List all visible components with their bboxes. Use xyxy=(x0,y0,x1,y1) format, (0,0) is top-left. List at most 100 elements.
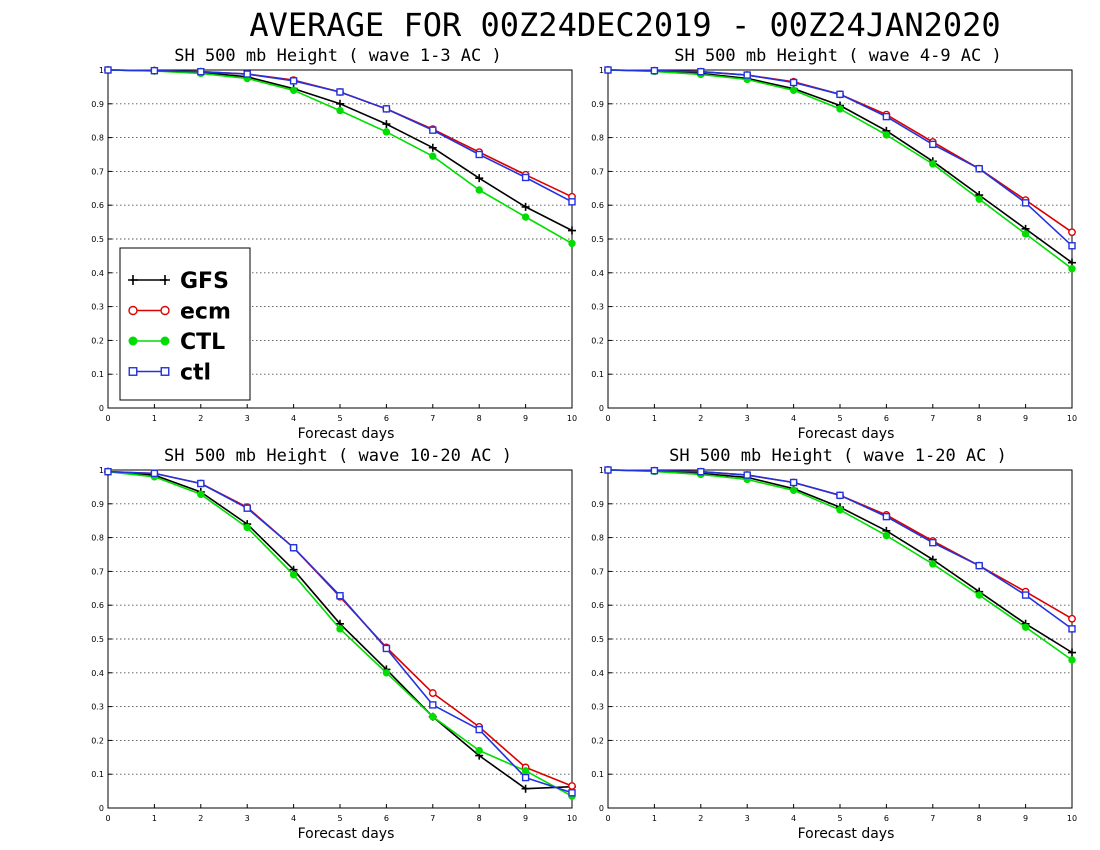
data-point-ctl xyxy=(336,88,344,96)
data-point-ctl xyxy=(882,531,891,540)
y-tick-label: 0.6 xyxy=(591,601,604,610)
x-tick-label: 5 xyxy=(837,814,842,823)
x-tick-label: 0 xyxy=(105,414,110,423)
panel-title: SH 500 mb Height ( wave 1-20 AC ) xyxy=(669,446,1007,466)
x-axis-label: Forecast days xyxy=(298,826,395,842)
data-point-gfs xyxy=(521,202,530,211)
y-tick-label: 1 xyxy=(599,466,604,475)
x-tick-label: 9 xyxy=(523,414,528,423)
data-point-ctl xyxy=(475,746,483,755)
data-point-ctl xyxy=(150,469,159,478)
x-tick-label: 1 xyxy=(652,814,657,823)
y-tick-label: 0.2 xyxy=(591,736,604,745)
data-point-ctl xyxy=(243,70,251,78)
plot-frame xyxy=(607,469,1073,809)
legend-label: CTL xyxy=(180,330,225,355)
data-point-ctl xyxy=(289,77,298,85)
legend-label: ctl xyxy=(180,361,211,386)
y-tick-label: 0.1 xyxy=(591,370,604,379)
y-tick-label: 0.5 xyxy=(591,235,604,244)
data-point-gfs xyxy=(428,143,437,152)
y-tick-label: 1 xyxy=(99,66,104,75)
x-tick-label: 8 xyxy=(977,814,982,823)
data-point-ctl xyxy=(789,486,798,494)
data-point-ctl xyxy=(475,725,483,734)
data-point-ctl xyxy=(743,471,751,479)
data-point-ecm xyxy=(568,782,576,790)
data-point-ctl xyxy=(382,105,391,113)
plot-frame xyxy=(107,69,573,409)
legend-entry-ctl: ctl xyxy=(128,361,211,386)
x-tick-label: 5 xyxy=(837,414,842,423)
x-tick-label: 4 xyxy=(291,814,296,823)
x-tick-label: 9 xyxy=(1023,814,1028,823)
data-point-ctl xyxy=(650,466,659,475)
x-tick-label: 3 xyxy=(245,414,250,423)
legend-marker xyxy=(128,367,138,376)
y-tick-label: 0.9 xyxy=(91,500,104,509)
data-point-ctl xyxy=(929,140,937,149)
y-tick-label: 0.8 xyxy=(591,534,604,543)
data-point-ctl xyxy=(382,669,391,677)
x-tick-label: 2 xyxy=(698,814,703,823)
y-tick-label: 0 xyxy=(599,404,604,413)
y-tick-label: 0.7 xyxy=(91,567,104,576)
x-tick-label: 7 xyxy=(430,414,435,423)
figure-title: AVERAGE FOR 00Z24DEC2019 - 00Z24JAN2020 xyxy=(249,6,1000,44)
x-tick-label: 6 xyxy=(884,414,889,423)
data-point-ctl xyxy=(336,106,344,115)
x-tick-label: 1 xyxy=(652,414,657,423)
data-point-ctl xyxy=(836,90,844,99)
legend-marker xyxy=(160,305,170,316)
y-tick-label: 0.8 xyxy=(91,134,104,143)
data-point-ctl xyxy=(789,478,798,487)
data-point-gfs xyxy=(1068,648,1076,657)
legend-marker xyxy=(128,275,138,285)
x-tick-label: 8 xyxy=(977,414,982,423)
x-tick-label: 0 xyxy=(605,814,610,823)
y-tick-label: 1 xyxy=(599,66,604,75)
data-point-ctl xyxy=(197,479,205,488)
data-point-ecm xyxy=(1068,614,1076,623)
x-tick-label: 3 xyxy=(745,414,750,423)
y-tick-label: 0.1 xyxy=(591,770,604,779)
data-point-ctl xyxy=(429,126,437,134)
y-tick-label: 0.3 xyxy=(591,703,604,712)
data-point-ctl xyxy=(243,504,251,512)
data-point-ctl xyxy=(929,160,937,168)
y-tick-label: 0.4 xyxy=(591,269,604,278)
data-point-ctl xyxy=(1021,623,1030,631)
y-tick-label: 0 xyxy=(599,804,604,813)
x-tick-label: 6 xyxy=(884,814,889,823)
y-tick-label: 0 xyxy=(99,404,104,413)
y-tick-label: 0.3 xyxy=(91,703,104,712)
data-point-ctl xyxy=(1068,656,1076,664)
data-point-ctl xyxy=(243,523,251,532)
data-point-ctl xyxy=(1068,625,1076,633)
y-tick-label: 0.3 xyxy=(91,303,104,312)
data-point-ctl xyxy=(650,66,659,75)
data-point-ctl xyxy=(521,773,530,782)
data-point-ctl xyxy=(929,538,937,547)
data-point-ctl xyxy=(789,78,798,87)
data-point-ctl xyxy=(382,128,391,136)
legend-marker xyxy=(128,305,138,316)
data-point-gfs xyxy=(382,120,391,129)
x-tick-label: 10 xyxy=(567,414,577,423)
x-tick-label: 7 xyxy=(430,814,435,823)
x-tick-label: 0 xyxy=(105,814,110,823)
data-point-ctl xyxy=(975,164,983,173)
data-point-ctl xyxy=(289,544,298,552)
data-point-ctl xyxy=(697,67,705,76)
y-tick-label: 0.3 xyxy=(591,303,604,312)
x-tick-label: 3 xyxy=(745,814,750,823)
data-point-ctl xyxy=(197,490,205,499)
data-point-ctl xyxy=(429,152,437,160)
x-tick-label: 4 xyxy=(791,414,796,423)
data-point-ctl xyxy=(382,644,391,653)
x-tick-label: 5 xyxy=(337,414,342,423)
x-tick-label: 2 xyxy=(198,814,203,823)
series-ctl xyxy=(104,66,576,206)
x-axis-label: Forecast days xyxy=(798,426,895,442)
legend-marker xyxy=(160,367,170,376)
